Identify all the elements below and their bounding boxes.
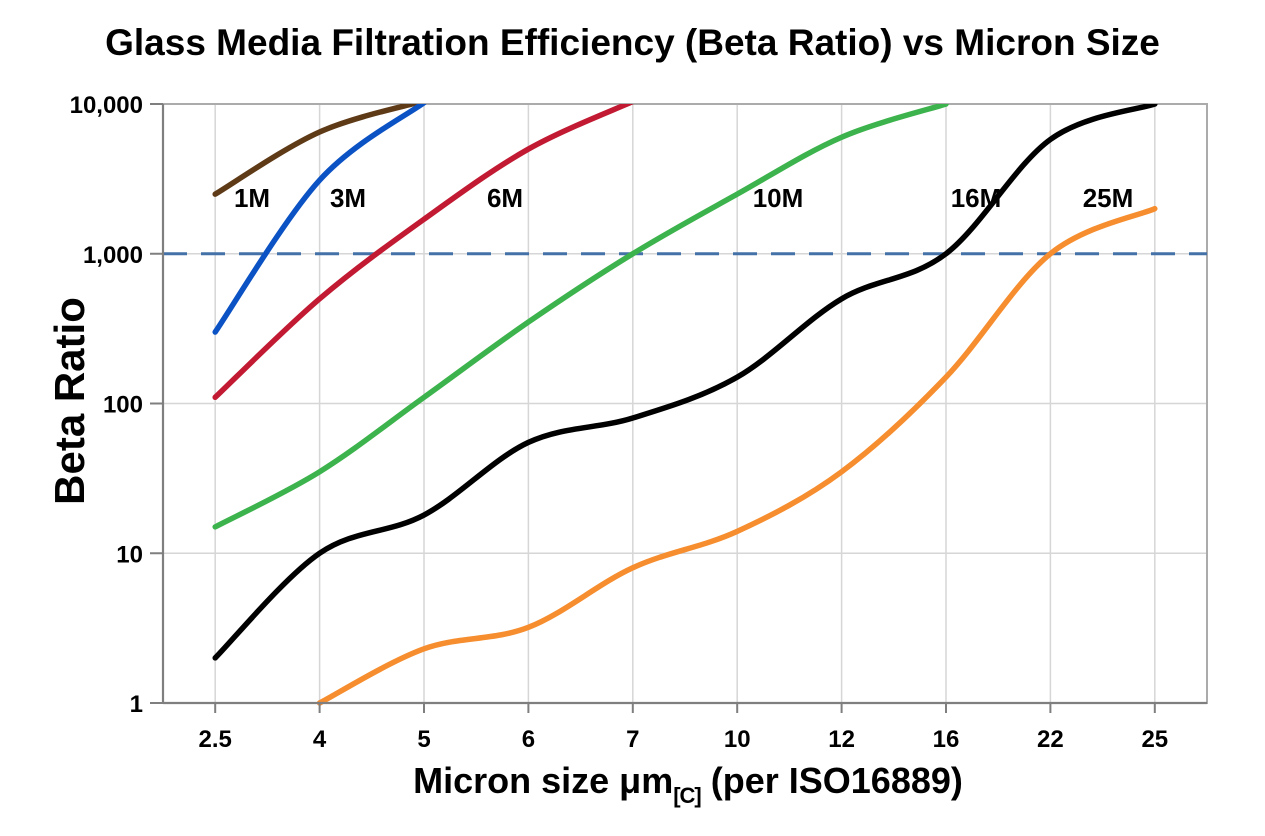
series-curves: [212, 104, 1158, 706]
series-label-10M: 10M: [753, 183, 804, 213]
y-tick-label-10000: 10,000: [70, 92, 143, 119]
curve-25M: [316, 205, 1158, 706]
curve-10M: [212, 104, 949, 530]
series-label-3M: 3M: [330, 183, 366, 213]
x-tick-label-16: 16: [933, 726, 960, 753]
curve-16M: [212, 104, 1158, 661]
curve-3M: [212, 104, 427, 335]
curve-6M: [212, 104, 634, 401]
x-tick-label-10: 10: [724, 726, 751, 753]
x-axis-title: Micron size μm[C] (per ISO16889): [413, 760, 963, 809]
y-tick-label-1000: 1,000: [83, 242, 143, 269]
series-label-6M: 6M: [487, 183, 523, 213]
x-tick-label-25: 25: [1141, 726, 1168, 753]
x-tick-label-12: 12: [828, 726, 855, 753]
series-label-25M: 25M: [1083, 183, 1134, 213]
chart-title: Glass Media Filtration Efficiency (Beta …: [105, 22, 1160, 63]
series-label-1M: 1M: [234, 183, 270, 213]
x-tick-label-6: 6: [522, 726, 535, 753]
series-label-16M: 16M: [951, 183, 1002, 213]
curve-1M: [212, 104, 423, 197]
y-tick-label-10: 10: [116, 541, 143, 568]
x-tick-label-22: 22: [1037, 726, 1064, 753]
x-axis-title-main: Micron size μm: [413, 760, 674, 801]
y-tick-label-1: 1: [130, 691, 143, 718]
x-tick-label-4: 4: [313, 726, 327, 753]
x-tick-label-5: 5: [417, 726, 430, 753]
x-tick-label-2.5: 2.5: [199, 726, 232, 753]
x-axis-title-suffix: (per ISO16889): [700, 760, 963, 801]
y-tick-label-100: 100: [103, 392, 143, 419]
x-tick-label-7: 7: [626, 726, 639, 753]
x-axis-title-subscript: [C]: [673, 783, 702, 808]
